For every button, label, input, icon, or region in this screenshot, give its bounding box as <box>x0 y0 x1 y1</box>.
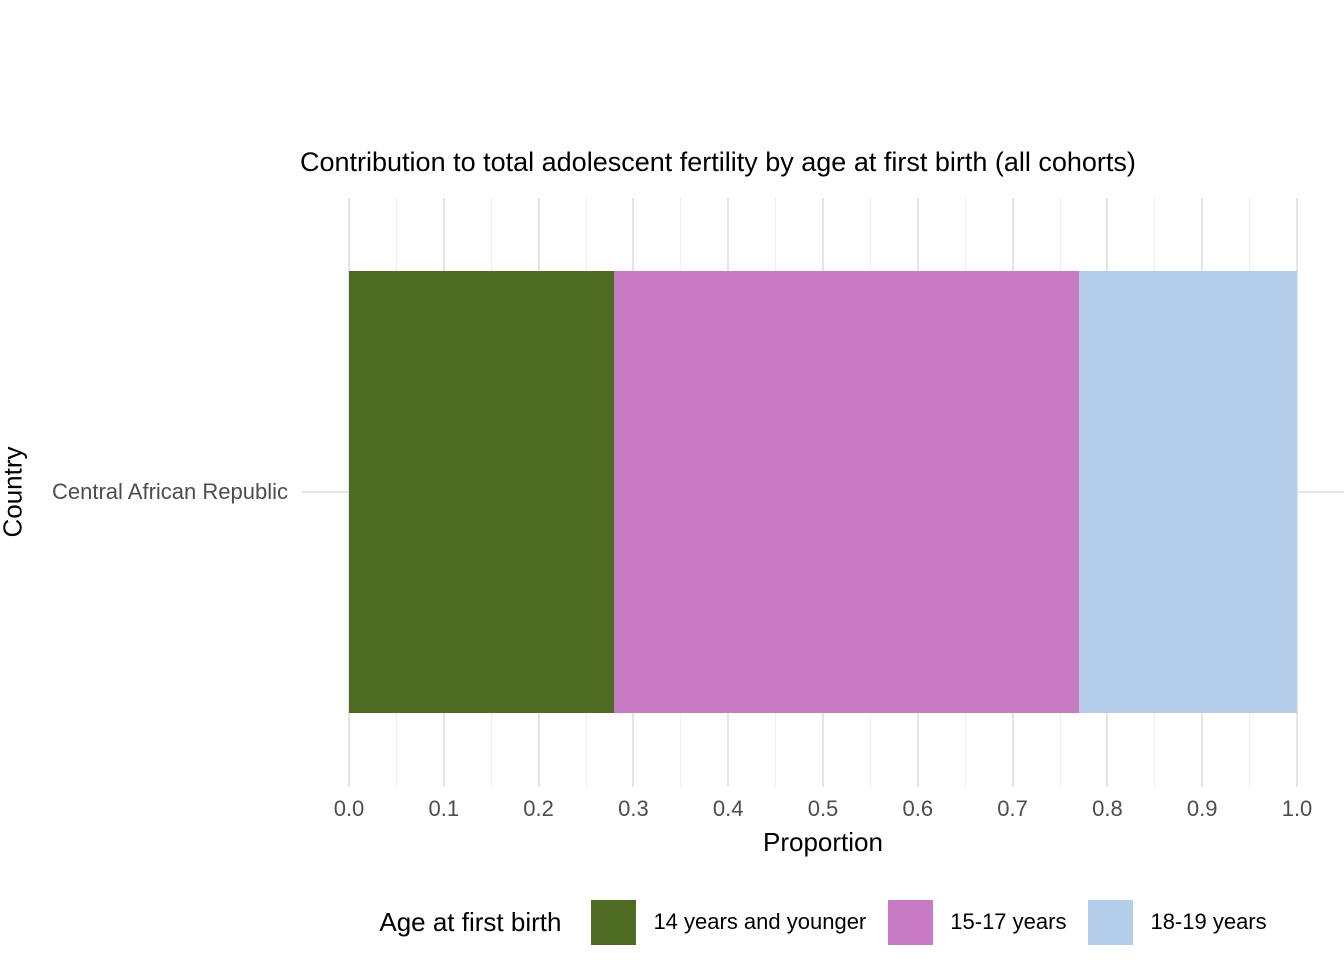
x-tick-label: 0.2 <box>523 796 554 821</box>
x-tick-label: 0.7 <box>997 796 1028 821</box>
x-tick-label: 0.4 <box>712 796 744 821</box>
x-tick-label: 0.6 <box>902 796 934 821</box>
x-tick-label: 0.5 <box>807 796 839 821</box>
x-axis-title: Proportion <box>763 827 883 857</box>
legend-label: 14 years and younger <box>653 909 867 934</box>
chart-title: Contribution to total adolescent fertili… <box>300 147 1136 177</box>
legend-item: 15-17 years <box>888 899 1067 945</box>
legend-label: 18-19 years <box>1150 909 1267 934</box>
bar-segment-14-years-and-younger <box>349 271 615 713</box>
x-tick-label: 0.8 <box>1092 796 1123 821</box>
legend: Age at first birth 14 years and younger 1… <box>302 898 1344 946</box>
stacked-bar <box>302 271 1344 713</box>
legend-items: 14 years and younger 15-17 years 18-19 yea… <box>591 899 1267 945</box>
x-tick-label: 0.9 <box>1186 796 1218 821</box>
x-tick-label: 1.0 <box>1281 796 1313 821</box>
legend-item: 14 years and younger <box>591 899 867 945</box>
bar-segment-18-19-years <box>1078 271 1297 713</box>
bar-segment-15-17-years <box>614 271 1079 713</box>
legend-swatch <box>591 899 637 945</box>
x-tick-label: 0.1 <box>428 796 460 821</box>
plot-panel <box>302 198 1344 787</box>
x-tick-label: 0.0 <box>333 796 365 821</box>
legend-label: 15-17 years <box>950 909 1067 934</box>
legend-item: 18-19 years <box>1088 899 1267 945</box>
x-tick-label: 0.3 <box>618 796 649 821</box>
legend-title: Age at first birth <box>379 906 562 937</box>
legend-swatch <box>888 899 934 945</box>
legend-swatch <box>1088 899 1134 945</box>
y-tick-label: Central African Republic <box>51 479 288 504</box>
